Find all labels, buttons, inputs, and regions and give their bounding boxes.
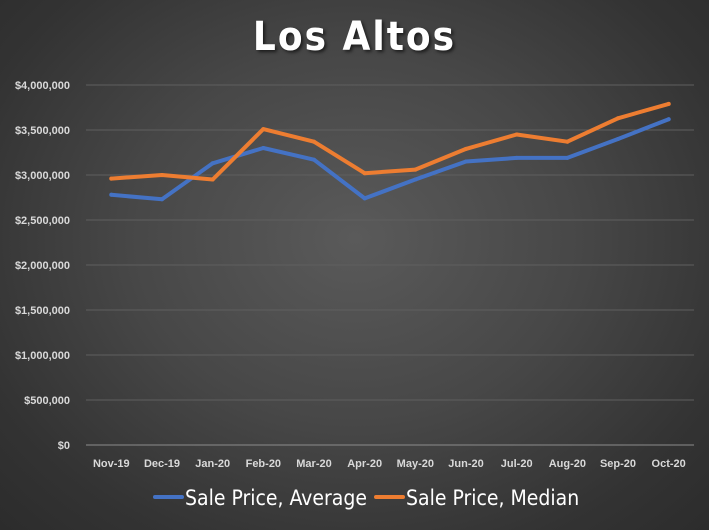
x-tick-label: Mar-20 xyxy=(296,458,331,470)
data-point xyxy=(464,159,468,164)
y-tick-label: $0 xyxy=(58,440,70,452)
data-point xyxy=(565,155,570,160)
x-tick-label: Feb-20 xyxy=(246,458,281,470)
x-tick-label: Jun-20 xyxy=(448,458,483,470)
data-point xyxy=(616,137,620,141)
y-tick-label: $2,000,000 xyxy=(15,260,70,272)
y-tick-label: $2,500,000 xyxy=(15,215,70,227)
data-point xyxy=(514,155,519,160)
y-axis-ticks: $0 $500,000 $1,000,000 $1,500,000 $2,000,000… xyxy=(15,80,70,452)
data-point xyxy=(261,127,266,132)
data-point xyxy=(210,161,215,166)
data-point xyxy=(666,117,671,122)
x-tick-label: Jan-20 xyxy=(195,458,230,470)
data-point xyxy=(210,177,215,182)
y-tick-label: $1,500,000 xyxy=(15,305,70,317)
x-tick-label: Jul-20 xyxy=(501,458,533,470)
y-tick-label: $3,000,000 xyxy=(15,170,70,182)
x-axis-ticks: Nov-19 Dec-19 Jan-20 Feb-20 Mar-20 Apr-20 May-… xyxy=(93,458,686,470)
data-point xyxy=(464,146,468,151)
series-line-1 xyxy=(109,117,671,202)
x-tick-label: Aug-20 xyxy=(549,458,586,470)
data-point xyxy=(109,176,114,181)
data-point xyxy=(312,157,316,162)
x-tick-label: May-20 xyxy=(397,458,434,470)
y-tick-label: $4,000,000 xyxy=(15,80,70,92)
data-point xyxy=(362,196,367,201)
x-tick-label: Dec-19 xyxy=(144,458,180,470)
legend-label: Sale Price, Median xyxy=(406,486,579,510)
series-line-2 xyxy=(109,101,671,182)
chart-title: Los Altos xyxy=(252,14,457,60)
data-point xyxy=(312,139,316,144)
y-tick-label: $1,000,000 xyxy=(15,350,70,362)
x-tick-label: Oct-20 xyxy=(652,458,686,470)
gridlines xyxy=(86,84,694,446)
data-point xyxy=(160,197,164,202)
series-lines xyxy=(109,101,671,202)
data-point xyxy=(565,139,570,144)
legend: Sale Price, Average Sale Price, Median xyxy=(153,486,579,510)
data-point xyxy=(616,116,620,121)
legend-label: Sale Price, Average xyxy=(185,486,367,510)
x-tick-label: Sep-20 xyxy=(600,458,636,470)
data-point xyxy=(261,146,266,150)
data-point xyxy=(413,167,418,172)
y-tick-label: $3,500,000 xyxy=(15,125,70,137)
data-point xyxy=(413,177,418,182)
x-tick-label: Nov-19 xyxy=(93,458,130,470)
data-point xyxy=(666,101,671,106)
data-point xyxy=(514,132,519,137)
data-point xyxy=(160,173,164,177)
data-point xyxy=(362,171,367,176)
x-tick-label: Apr-20 xyxy=(347,458,382,470)
y-tick-label: $500,000 xyxy=(24,395,70,407)
data-point xyxy=(109,192,114,197)
